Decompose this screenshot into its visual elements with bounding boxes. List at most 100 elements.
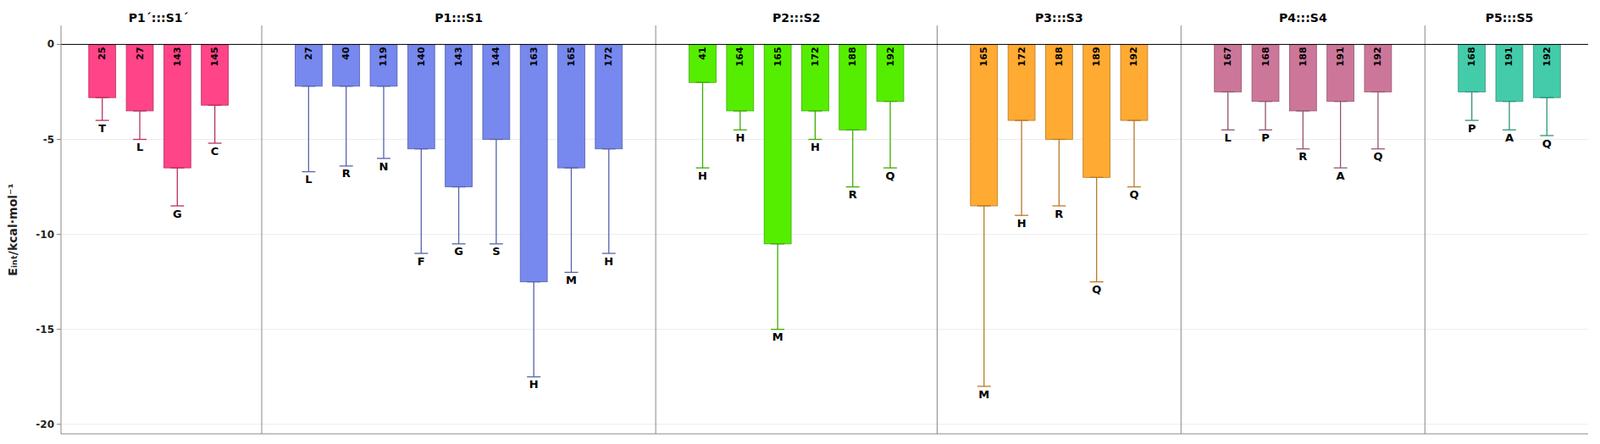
bar bbox=[1120, 44, 1148, 121]
residue-label: C bbox=[210, 144, 220, 158]
tick-mark bbox=[56, 138, 61, 140]
bar bbox=[332, 44, 360, 86]
x-axis-line bbox=[60, 433, 1589, 435]
error-bar bbox=[1334, 101, 1348, 168]
error-cap bbox=[1258, 129, 1273, 131]
error-cap bbox=[339, 165, 354, 167]
error-cap bbox=[1258, 100, 1273, 102]
grid-line bbox=[60, 328, 1589, 330]
error-cap bbox=[1127, 186, 1141, 188]
error-cap bbox=[808, 138, 822, 140]
residue-id: 119 bbox=[377, 46, 389, 67]
error-cap bbox=[414, 148, 428, 150]
y-axis-label: Eᵢₙₜ/kcal·mol⁻¹ bbox=[5, 182, 20, 276]
error-whisker bbox=[420, 149, 422, 254]
residue-id: 140 bbox=[415, 46, 427, 67]
bar bbox=[801, 44, 829, 111]
group-separator bbox=[1424, 25, 1426, 434]
error-bar bbox=[376, 86, 391, 159]
error-whisker bbox=[458, 187, 460, 244]
residue-label: P bbox=[1467, 121, 1477, 135]
residue-label: R bbox=[848, 188, 858, 201]
residue-id: 164 bbox=[734, 46, 746, 67]
bar bbox=[839, 44, 867, 130]
group-title: P1:::S1 bbox=[434, 11, 483, 25]
error-cap bbox=[489, 138, 504, 140]
error-whisker bbox=[382, 86, 384, 159]
residue-id: 143 bbox=[453, 46, 465, 67]
error-cap bbox=[1051, 138, 1066, 140]
error-bar bbox=[1465, 91, 1479, 121]
residue-id: 172 bbox=[603, 46, 615, 67]
residue-label: H bbox=[735, 131, 745, 144]
error-whisker bbox=[814, 110, 816, 140]
error-cap bbox=[1090, 281, 1104, 283]
residue-id: 192 bbox=[1541, 46, 1553, 67]
error-cap bbox=[977, 204, 992, 206]
group-separator bbox=[1180, 25, 1182, 434]
bar bbox=[1364, 44, 1392, 92]
group-title: P2:::S2 bbox=[772, 11, 821, 25]
residue-id: 168 bbox=[1260, 46, 1272, 67]
residue-label: R bbox=[1298, 149, 1307, 163]
error-cap bbox=[132, 138, 147, 140]
residue-id: 188 bbox=[847, 46, 859, 67]
error-cap bbox=[1502, 100, 1517, 102]
residue-id: 165 bbox=[978, 46, 990, 67]
bar bbox=[1251, 44, 1279, 101]
tick-label: 0 bbox=[47, 38, 55, 50]
error-whisker bbox=[702, 82, 704, 168]
error-cap bbox=[526, 376, 541, 377]
residue-id: 145 bbox=[209, 46, 221, 67]
residue-label: R bbox=[1054, 207, 1063, 221]
residue-label: Q bbox=[1542, 137, 1552, 150]
bar bbox=[1458, 44, 1486, 92]
error-bar bbox=[883, 101, 897, 168]
background bbox=[0, 0, 1600, 444]
residue-id: 192 bbox=[1372, 46, 1384, 67]
bar bbox=[1045, 44, 1073, 139]
error-cap bbox=[883, 166, 897, 168]
error-whisker bbox=[533, 282, 535, 377]
error-bar bbox=[696, 82, 710, 168]
group-title: P3:::S3 bbox=[1035, 11, 1084, 25]
error-whisker bbox=[138, 110, 140, 140]
error-bar bbox=[977, 205, 992, 387]
residue-label: L bbox=[1224, 131, 1232, 144]
residue-label: Q bbox=[1091, 282, 1102, 296]
error-whisker bbox=[983, 205, 985, 387]
error-whisker bbox=[739, 110, 741, 130]
residue-label: S bbox=[492, 244, 500, 258]
error-cap bbox=[733, 110, 748, 111]
residue-id: 168 bbox=[1466, 46, 1478, 67]
bar bbox=[689, 44, 717, 83]
residue-id: 143 bbox=[171, 46, 183, 67]
error-cap bbox=[95, 119, 110, 121]
residue-label: H bbox=[603, 254, 614, 268]
residue-id: 41 bbox=[697, 46, 709, 60]
error-bar bbox=[846, 129, 860, 187]
tick-mark bbox=[56, 328, 61, 330]
bar bbox=[970, 44, 998, 206]
zero-line bbox=[60, 44, 1589, 45]
error-whisker bbox=[1133, 120, 1135, 187]
tick-label: -20 bbox=[35, 418, 55, 431]
grid-line bbox=[60, 138, 1589, 140]
residue-label: H bbox=[697, 169, 708, 183]
error-bar bbox=[414, 149, 428, 254]
error-cap bbox=[376, 157, 391, 159]
residue-id: 25 bbox=[96, 46, 108, 60]
error-bar bbox=[489, 139, 504, 244]
error-bar bbox=[1127, 120, 1141, 187]
bar bbox=[163, 44, 191, 168]
error-cap bbox=[452, 186, 466, 188]
error-cap bbox=[770, 243, 785, 244]
error-whisker bbox=[1339, 101, 1341, 168]
residue-id: 189 bbox=[1090, 46, 1102, 67]
bar bbox=[1289, 44, 1317, 111]
bar bbox=[558, 44, 586, 168]
residue-label: M bbox=[565, 273, 577, 287]
error-cap bbox=[1221, 91, 1235, 93]
residue-id: 165 bbox=[772, 46, 784, 67]
residue-label: A bbox=[1505, 131, 1514, 144]
